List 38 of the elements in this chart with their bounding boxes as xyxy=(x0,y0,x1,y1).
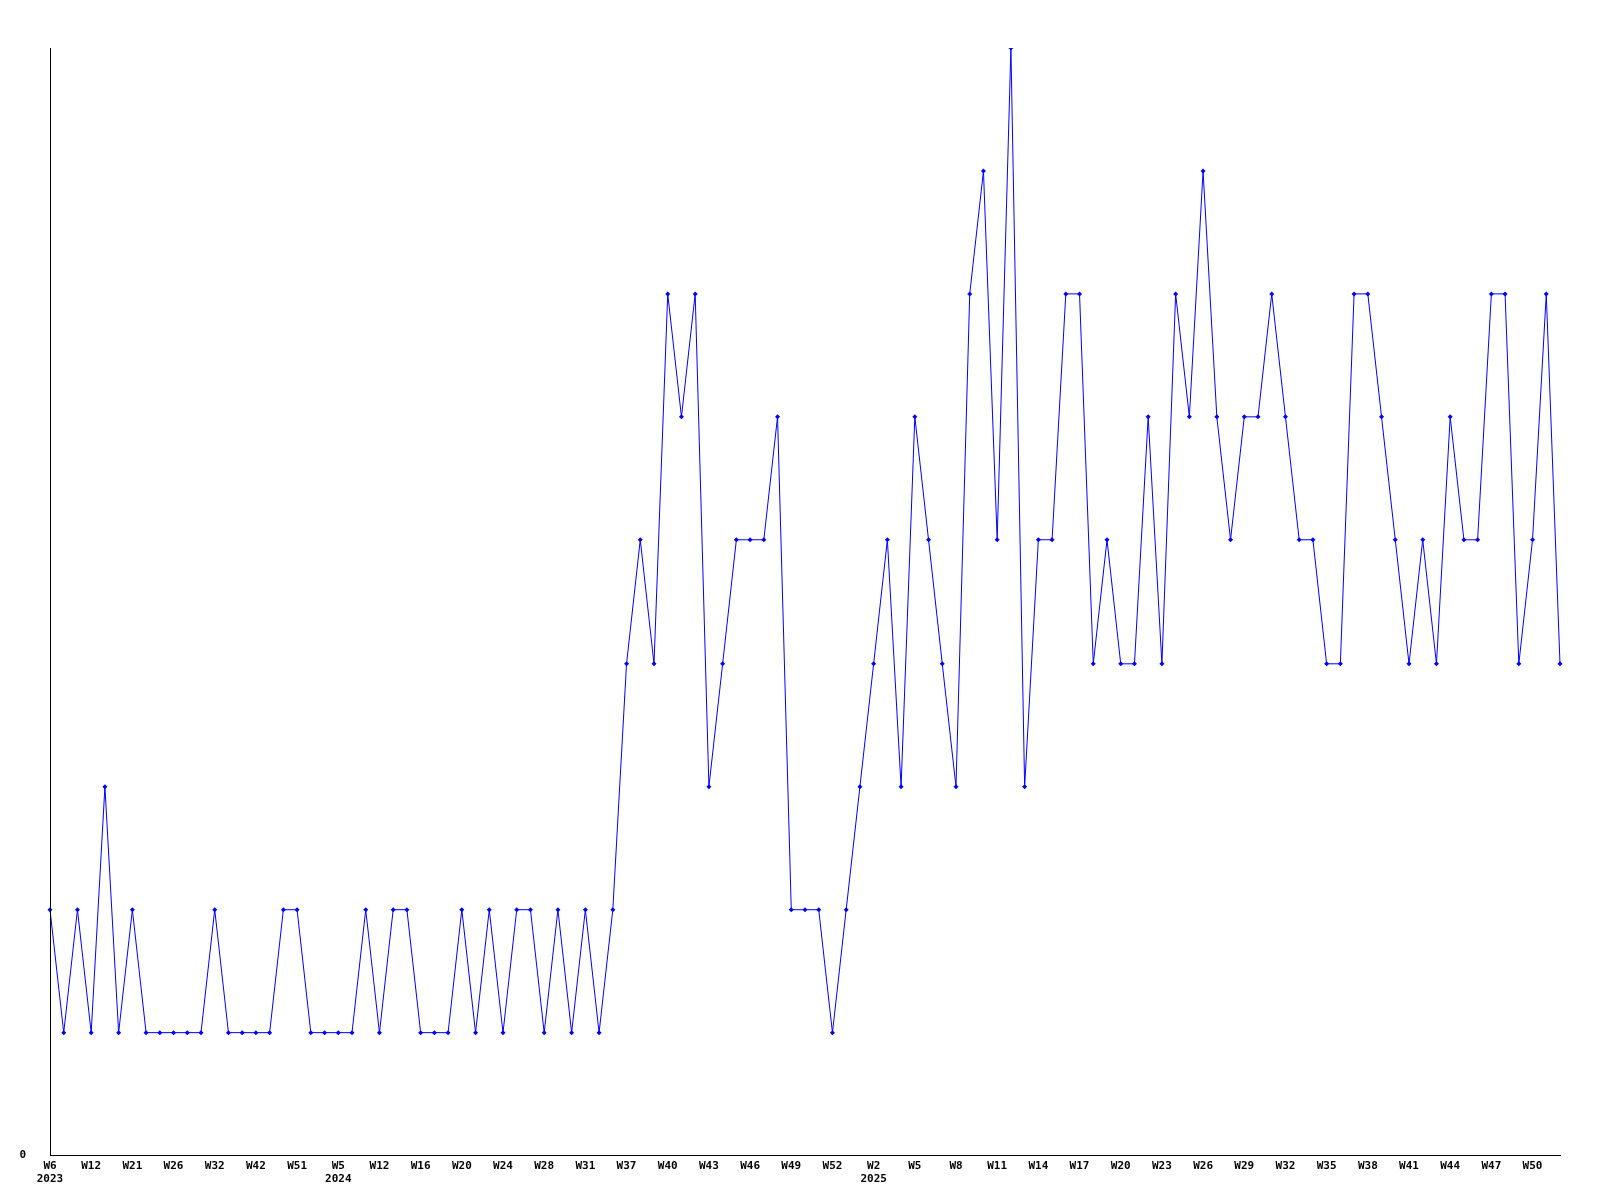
x-tick-label: W26 xyxy=(163,1159,184,1173)
x-tick-label: W40 xyxy=(657,1159,678,1173)
x-tick-label: W17 xyxy=(1069,1159,1090,1173)
x-tick-label: W20 xyxy=(1110,1159,1131,1173)
x-tick-label: W12 xyxy=(369,1159,390,1173)
x-tick-label: W5 xyxy=(908,1159,922,1173)
x-tick-label: W31 xyxy=(575,1159,596,1173)
x-tick-label: W47 xyxy=(1481,1159,1502,1173)
x-tick-label: W46 xyxy=(740,1159,761,1173)
x-tick-label: W21 xyxy=(122,1159,143,1173)
x-tick-label: W28 xyxy=(534,1159,555,1173)
x-tick-label: W23 xyxy=(1151,1159,1172,1173)
x-tick-label: W50 xyxy=(1522,1159,1543,1173)
x-tick-label: W6 2023 xyxy=(36,1159,64,1186)
x-tick-label: W37 xyxy=(616,1159,637,1173)
x-tick-label: W38 xyxy=(1357,1159,1378,1173)
x-tick-label: W49 xyxy=(781,1159,802,1173)
x-tick-label: W24 xyxy=(493,1159,514,1173)
x-tick-label: W16 xyxy=(410,1159,431,1173)
x-tick-label: W26 xyxy=(1193,1159,1214,1173)
x-tick-label: W29 xyxy=(1234,1159,1255,1173)
x-tick-label: W35 xyxy=(1316,1159,1337,1173)
x-tick-label: W52 xyxy=(822,1159,843,1173)
x-tick-label: W41 xyxy=(1399,1159,1420,1173)
x-tick-label: W43 xyxy=(698,1159,719,1173)
x-tick-label: W8 xyxy=(949,1159,963,1173)
x-tick-label: W51 xyxy=(287,1159,308,1173)
x-tick-label: W44 xyxy=(1440,1159,1461,1173)
x-tick-label: W32 xyxy=(1275,1159,1296,1173)
text: 0 xyxy=(19,1148,26,1162)
x-tick-label: W5 2024 xyxy=(325,1159,352,1186)
x-tick-label: W2 2025 xyxy=(860,1159,887,1186)
x-tick-label: W20 xyxy=(451,1159,472,1173)
x-tick-label: W42 xyxy=(245,1159,266,1173)
x-tick-label: W32 xyxy=(204,1159,225,1173)
x-tick-label: W14 xyxy=(1028,1159,1049,1173)
x-tick-label: W12 xyxy=(81,1159,102,1173)
x-tick-label: W11 xyxy=(987,1159,1008,1173)
